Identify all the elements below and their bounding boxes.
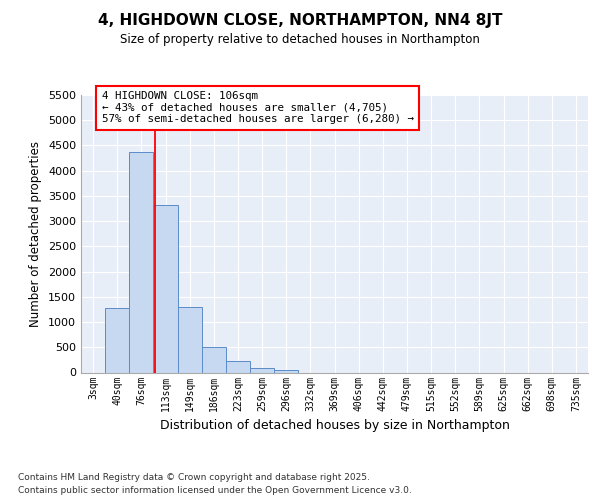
Bar bbox=[226, 361, 250, 372]
Bar bbox=[178, 308, 202, 372]
Text: 4 HIGHDOWN CLOSE: 106sqm
← 43% of detached houses are smaller (4,705)
57% of sem: 4 HIGHDOWN CLOSE: 106sqm ← 43% of detach… bbox=[101, 91, 413, 124]
Bar bbox=[154, 206, 178, 372]
Bar bbox=[105, 308, 129, 372]
X-axis label: Distribution of detached houses by size in Northampton: Distribution of detached houses by size … bbox=[160, 419, 509, 432]
Text: Contains HM Land Registry data © Crown copyright and database right 2025.: Contains HM Land Registry data © Crown c… bbox=[18, 472, 370, 482]
Text: Size of property relative to detached houses in Northampton: Size of property relative to detached ho… bbox=[120, 32, 480, 46]
Text: 4, HIGHDOWN CLOSE, NORTHAMPTON, NN4 8JT: 4, HIGHDOWN CLOSE, NORTHAMPTON, NN4 8JT bbox=[98, 12, 502, 28]
Y-axis label: Number of detached properties: Number of detached properties bbox=[29, 141, 43, 327]
Bar bbox=[274, 370, 298, 372]
Bar bbox=[129, 152, 154, 372]
Text: Contains public sector information licensed under the Open Government Licence v3: Contains public sector information licen… bbox=[18, 486, 412, 495]
Bar bbox=[250, 368, 274, 372]
Bar bbox=[202, 348, 226, 372]
